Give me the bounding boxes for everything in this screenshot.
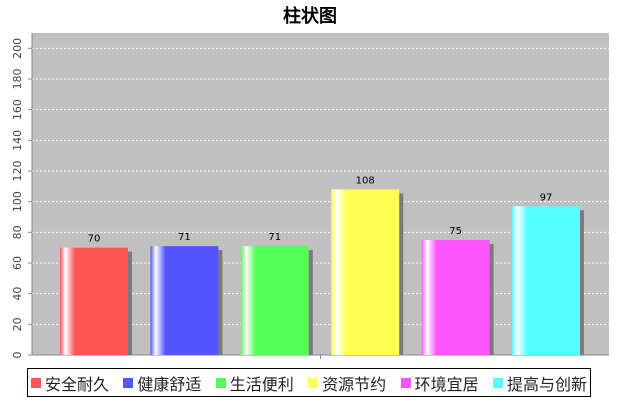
legend-label: 生活便利 xyxy=(229,374,294,394)
y-tick-label: 120 xyxy=(11,161,24,182)
legend-item: 健康舒适 xyxy=(123,371,201,395)
legend-swatch xyxy=(400,377,411,388)
legend-label: 环境宜居 xyxy=(414,374,479,394)
y-tick-label: 200 xyxy=(11,38,24,59)
bar xyxy=(512,206,580,355)
bar xyxy=(331,189,400,355)
y-tick-label: 60 xyxy=(11,256,24,270)
legend-swatch xyxy=(215,377,226,388)
bar xyxy=(60,247,128,355)
y-tick-label: 180 xyxy=(11,69,24,90)
data-label: 108 xyxy=(356,175,375,186)
legend-swatch xyxy=(308,377,319,388)
data-label: 97 xyxy=(540,192,553,203)
legend-item: 资源节约 xyxy=(308,371,386,395)
y-tick-label: 40 xyxy=(11,287,24,301)
bar xyxy=(421,240,490,355)
y-tick-label: 100 xyxy=(11,191,24,212)
legend-label: 健康舒适 xyxy=(137,374,202,394)
bar-chart: 0 20 40 60 80 100 120 140 160 180 200 70 71 71 108 75 9… xyxy=(11,33,609,359)
y-tick-label: 140 xyxy=(11,130,24,151)
legend-item: 安全耐久 xyxy=(31,371,109,395)
y-tick-label: 20 xyxy=(11,317,24,331)
legend-item: 提高与创新 xyxy=(492,371,587,395)
legend: 安全耐久 健康舒适 生活便利 资源节约 环境宜居 提高与创新 xyxy=(27,368,591,397)
chart-title: 柱状图 xyxy=(283,6,337,27)
legend-label: 资源节约 xyxy=(322,374,387,394)
legend-swatch xyxy=(492,377,503,388)
y-tick-label: 160 xyxy=(11,99,24,120)
legend-label: 安全耐久 xyxy=(45,374,110,394)
legend-item: 环境宜居 xyxy=(400,371,479,395)
legend-swatch xyxy=(123,377,134,388)
data-label: 70 xyxy=(88,234,101,245)
data-label: 75 xyxy=(449,226,462,237)
legend-item: 生活便利 xyxy=(215,371,294,395)
data-label: 71 xyxy=(268,232,281,243)
legend-swatch xyxy=(31,377,41,388)
y-tick-label: 80 xyxy=(11,225,24,239)
bar xyxy=(150,246,219,355)
data-label: 71 xyxy=(178,232,191,243)
legend-label: 提高与创新 xyxy=(506,374,587,394)
bar xyxy=(240,246,309,355)
y-tick-label: 0 xyxy=(11,352,24,359)
